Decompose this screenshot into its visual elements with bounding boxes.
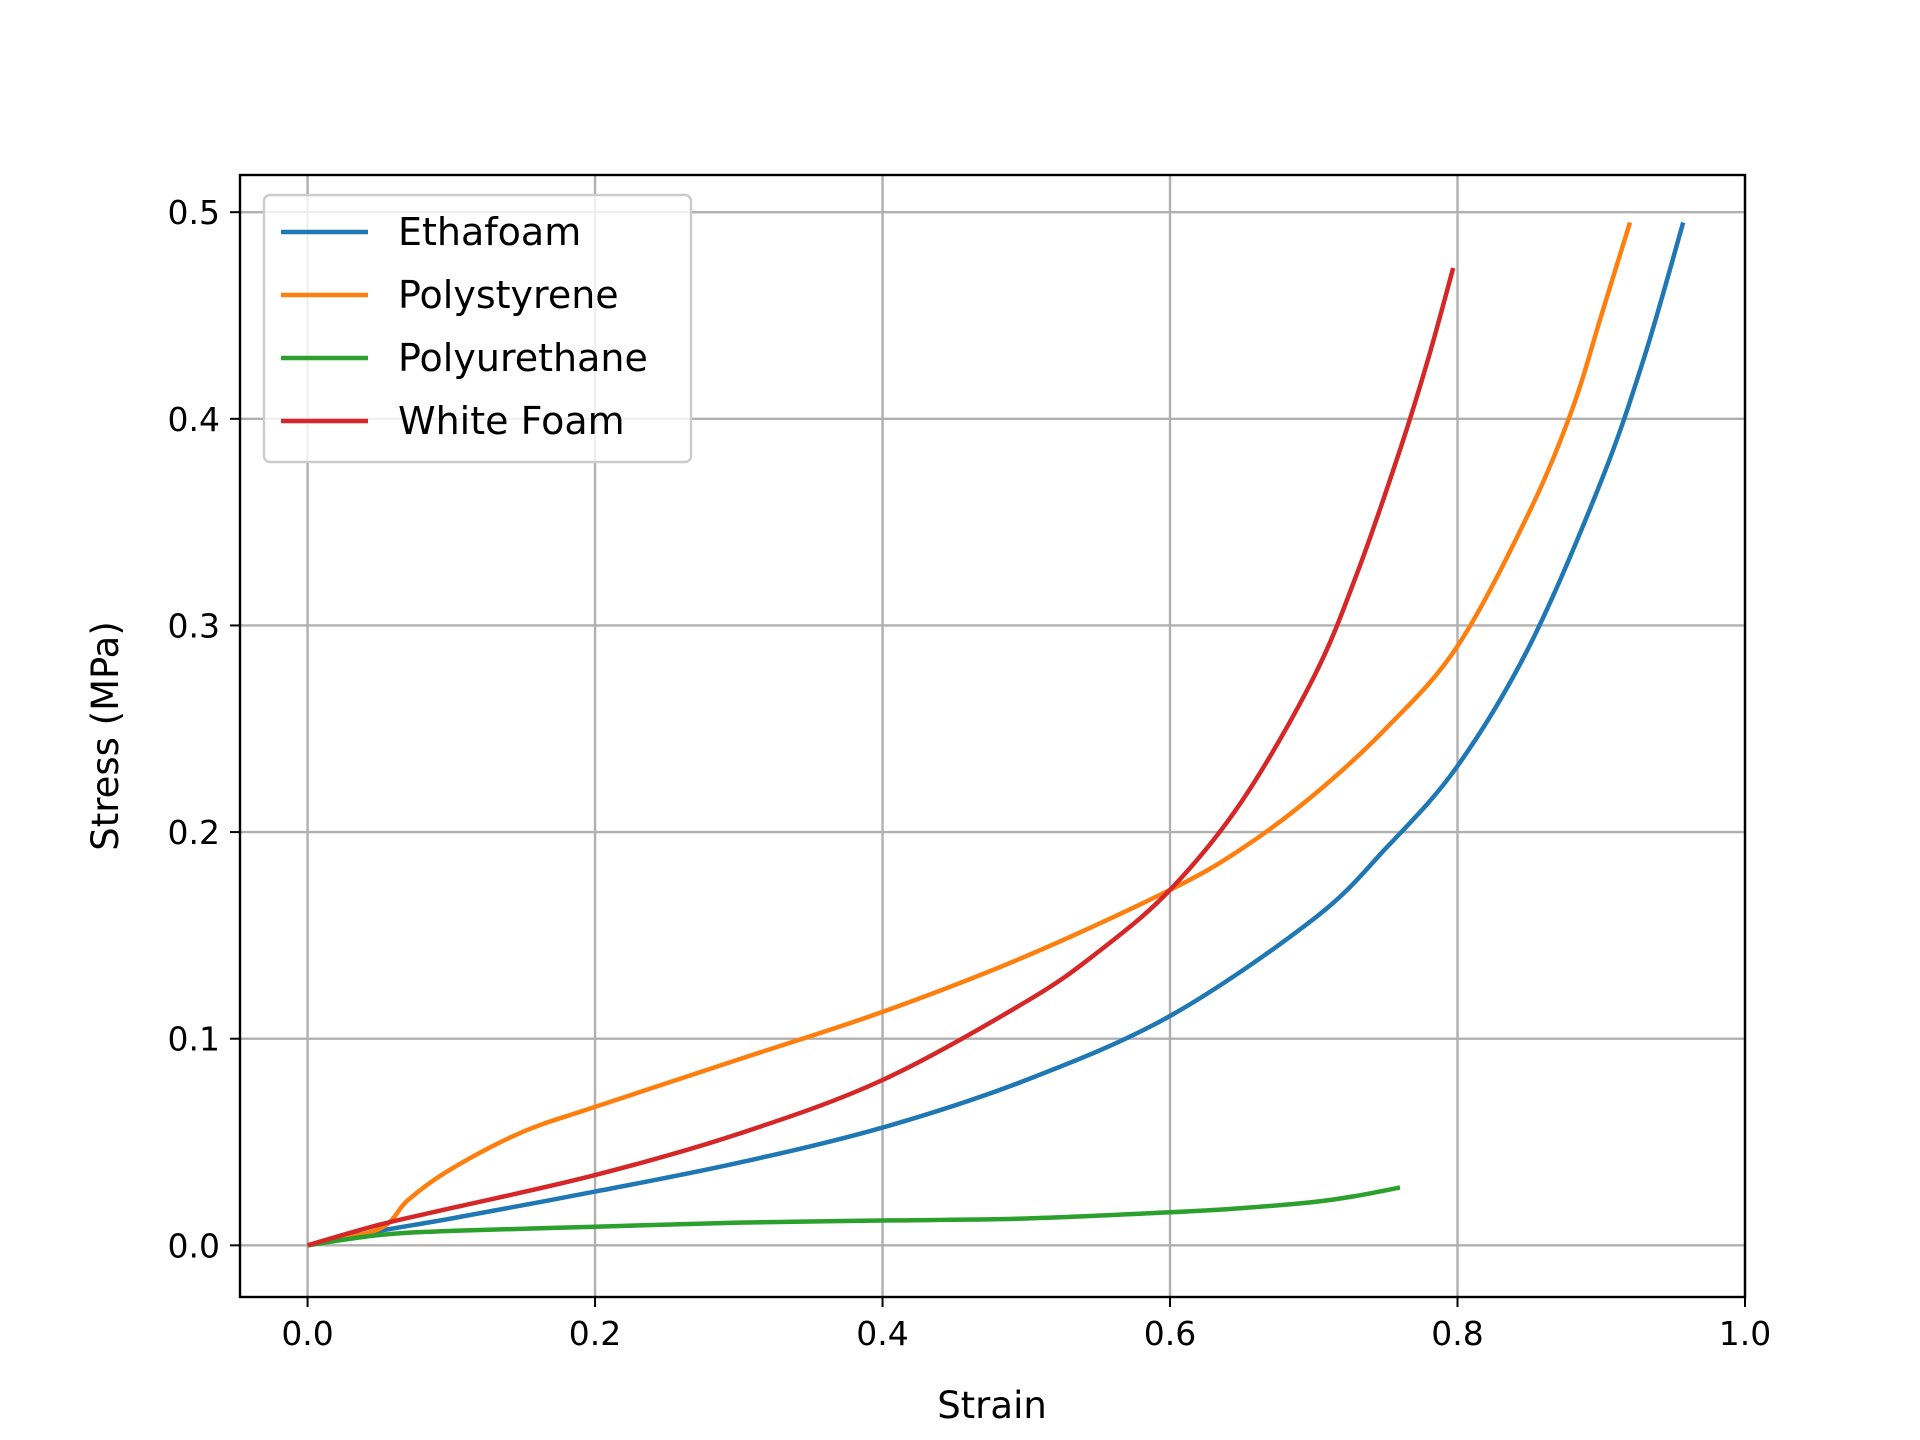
series-line-polystyrene (307, 221, 1633, 1248)
y-tick-label: 0.2 (168, 813, 220, 852)
x-tick-label: 0.2 (569, 1314, 621, 1353)
series-line-polyurethane (307, 1185, 1401, 1248)
legend-entries: Ethafoam Polystyrene Polyurethane White Foa… (281, 210, 648, 443)
y-tick-label: 0.3 (168, 606, 220, 645)
grid (240, 175, 1747, 1297)
x-tick-label: 0.6 (1144, 1314, 1196, 1353)
series-lines (306, 221, 1686, 1248)
series-line-ethafoam (307, 221, 1686, 1248)
legend-label-ethafoam: Ethafoam (398, 210, 581, 254)
x-tick-label: 0.8 (1431, 1314, 1483, 1353)
y-tick-label: 0.1 (168, 1020, 220, 1059)
x-tick-label: 0.4 (856, 1314, 908, 1353)
y-tick-label: 0.4 (168, 400, 220, 439)
legend-box (262, 193, 693, 464)
y-tick-label: 0.5 (168, 193, 220, 232)
legend-label-polyurethane: Polyurethane (398, 336, 648, 380)
plot-frame (238, 173, 1747, 1299)
axis-ticks: 0.0 0.2 0.4 0.6 0.8 1.0 0.0 0.1 0.2 0.3 0.4 0.5 (168, 193, 1772, 1353)
legend-label-polystyrene: Polystyrene (398, 273, 619, 317)
legend-label-white-foam: White Foam (398, 399, 625, 443)
x-tick-label: 0.0 (281, 1314, 333, 1353)
series-line-white-foam (306, 267, 1456, 1248)
x-tick-label: 1.0 (1719, 1314, 1771, 1353)
y-tick-label: 0.0 (168, 1226, 220, 1265)
y-axis-label: Stress (MPa) (84, 621, 127, 851)
legend: Ethafoam Polystyrene Polyurethane White Foa… (262, 193, 693, 464)
x-axis-label: Strain (937, 1384, 1047, 1427)
